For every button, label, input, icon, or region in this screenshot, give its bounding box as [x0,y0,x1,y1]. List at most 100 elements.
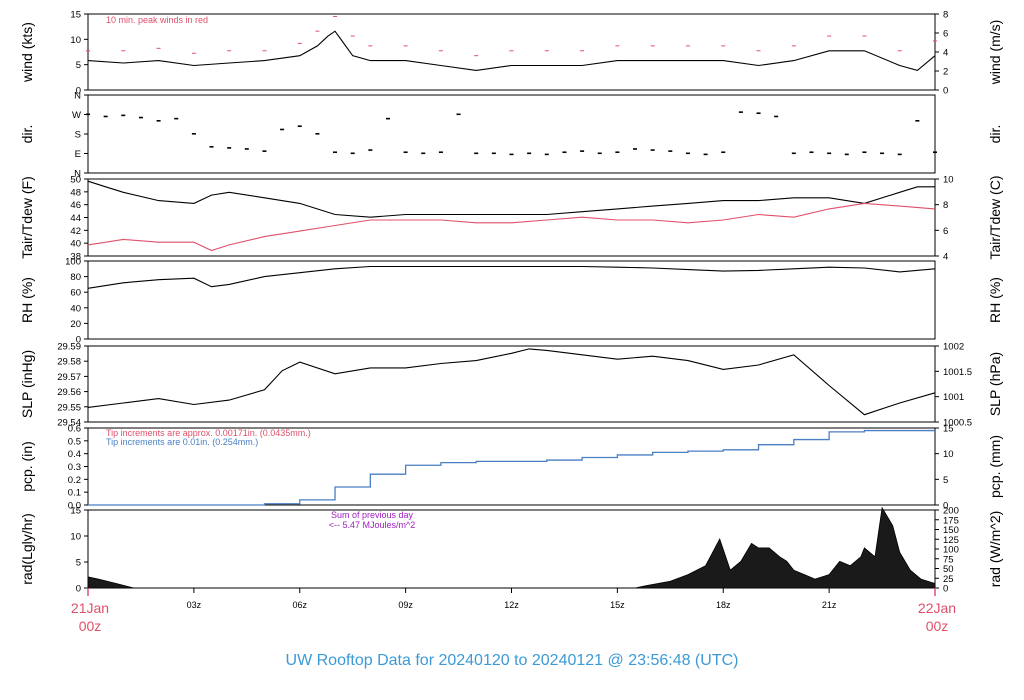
radiation-ylabel-right: rad (W/m^2) [987,511,1003,588]
direction-point [315,133,320,135]
chart-title: UW Rooftop Data for 20240120 to 20240121… [286,652,739,669]
temperature-ylabel-right: Tair/Tdew (C) [987,175,1003,259]
wind-ytick-label: 0 [76,86,81,97]
direction-ytick-label: S [75,130,81,141]
radiation-ytick-label: 5 [76,558,81,569]
direction-point [844,153,849,156]
direction-point [897,153,902,156]
humidity-ytick-label: 20 [70,319,81,330]
direction-point [527,152,532,155]
precipitation-ytick-label: 0.6 [68,424,81,435]
wind-ytick-label: 5 [76,60,81,71]
direction-point [297,125,302,128]
pressure-line [87,348,936,416]
pressure-ytick-label: 29.56 [57,387,81,398]
precipitation-ytick-label: 0.4 [68,449,81,460]
temperature-frame [87,178,936,257]
temperature-ytick-label: 40 [70,239,81,250]
direction-point [350,152,355,155]
wind-ytick-right-label: 0 [943,86,948,97]
temperature-ytick-label: 44 [70,213,81,224]
direction-point [650,149,655,151]
direction-point [174,117,179,120]
radiation-ytick-label: 10 [70,532,81,543]
temperature-ytick-right-label: 6 [943,226,948,237]
direction-point [774,115,779,118]
humidity-ytick-label: 80 [70,272,81,283]
direction-point [597,152,602,155]
humidity-panel: 0 20 40 60 80 100 RH (%) RH (%) [19,257,1003,346]
wind-ytick-right-label: 8 [943,10,948,21]
radiation-ytick-right-label: 100 [943,545,959,556]
wind-frame [87,13,936,91]
pressure-ytick-label: 29.58 [57,357,81,368]
temperature-ytick-label: 38 [70,252,81,263]
wind-ytick-right-label: 2 [943,67,948,78]
temperature-ytick-label: 42 [70,226,81,237]
x-tick-label: 21z [822,600,837,610]
radiation-ytick-right-label: 75 [943,554,954,565]
direction-point [262,150,267,152]
humidity-line [87,265,936,289]
direction-point [933,151,937,154]
precip-annotation: Tip increments are 0.01in. (0.254mm.) [106,437,258,447]
direction-point [738,111,743,113]
temperature-ytick-right-label: 8 [943,200,948,211]
direction-ytick-label: W [72,110,81,121]
x-tick-label: 15z [610,600,625,610]
radiation-ytick-right-label: 200 [943,506,959,517]
pressure-ytick-right-label: 1000.5 [943,418,972,429]
temperature-ytick-label: 50 [70,175,81,186]
direction-point [544,153,549,156]
x-tick-label: 18z [716,600,731,610]
pressure-panel: 29.54 29.55 29.56 29.57 29.58 29.59 1000.5 1001… [19,342,1003,429]
direction-point [138,116,143,119]
direction-point [721,151,726,154]
radiation-ytick-right-label: 0 [943,584,948,595]
humidity-ytick-label: 100 [65,257,81,268]
radiation-annotation-1: Sum of previous day [331,510,414,520]
direction-point [244,148,249,150]
radiation-panel: 0510150255075100125150175200rad(Lgly/hr)… [19,506,1003,595]
radiation-area [87,506,936,589]
temperature-ylabel: Tair/Tdew (F) [19,176,35,258]
direction-point [809,151,814,154]
direction-point [756,112,761,115]
precipitation-ytick-right-label: 15 [943,424,954,435]
pressure-ytick-label: 29.55 [57,402,81,413]
direction-ytick-label: N [74,91,81,102]
precipitation-ytick-label: 0.5 [68,436,81,447]
direction-point [333,151,338,154]
direction-point [862,151,867,154]
direction-point [456,113,461,116]
temperature-ytick-right-label: 10 [943,175,954,186]
pressure-ylabel: SLP (inHg) [19,350,35,418]
radiation-ytick-label: 15 [70,506,81,517]
direction-point [156,120,161,122]
wind-ylabel-right: wind (m/s) [987,20,1003,86]
x-tick-label: 09z [398,600,413,610]
wind-ytick-right-label: 4 [943,48,948,59]
direction-point [509,153,514,156]
direction-point [791,152,796,155]
precipitation-ytick-label: 0.3 [68,462,81,473]
direction-ylabel-right: dir. [987,125,1003,144]
direction-point [915,120,920,122]
temperature-line [87,202,936,252]
direction-point [227,147,232,149]
wind-ytick-label: 10 [70,35,81,46]
precipitation-ytick-label: 0.1 [68,488,81,499]
pressure-ytick-label: 29.54 [57,418,81,429]
radiation-ytick-right-label: 150 [943,525,959,536]
temperature-ytick-label: 46 [70,200,81,211]
temperature-ytick-right-label: 4 [943,252,948,263]
wind-panel: 0 5 10 15 0 2 4 6 8 wind (kts) wind (m/s) 10 min. p… [19,10,1003,97]
direction-point [580,150,585,152]
x-end-day-label: 22Jan [918,600,956,616]
direction-ylabel: dir. [19,125,35,144]
precip-annotation: Tip increments are approx. 0.00171in. (0… [106,428,311,438]
direction-point [827,152,832,155]
